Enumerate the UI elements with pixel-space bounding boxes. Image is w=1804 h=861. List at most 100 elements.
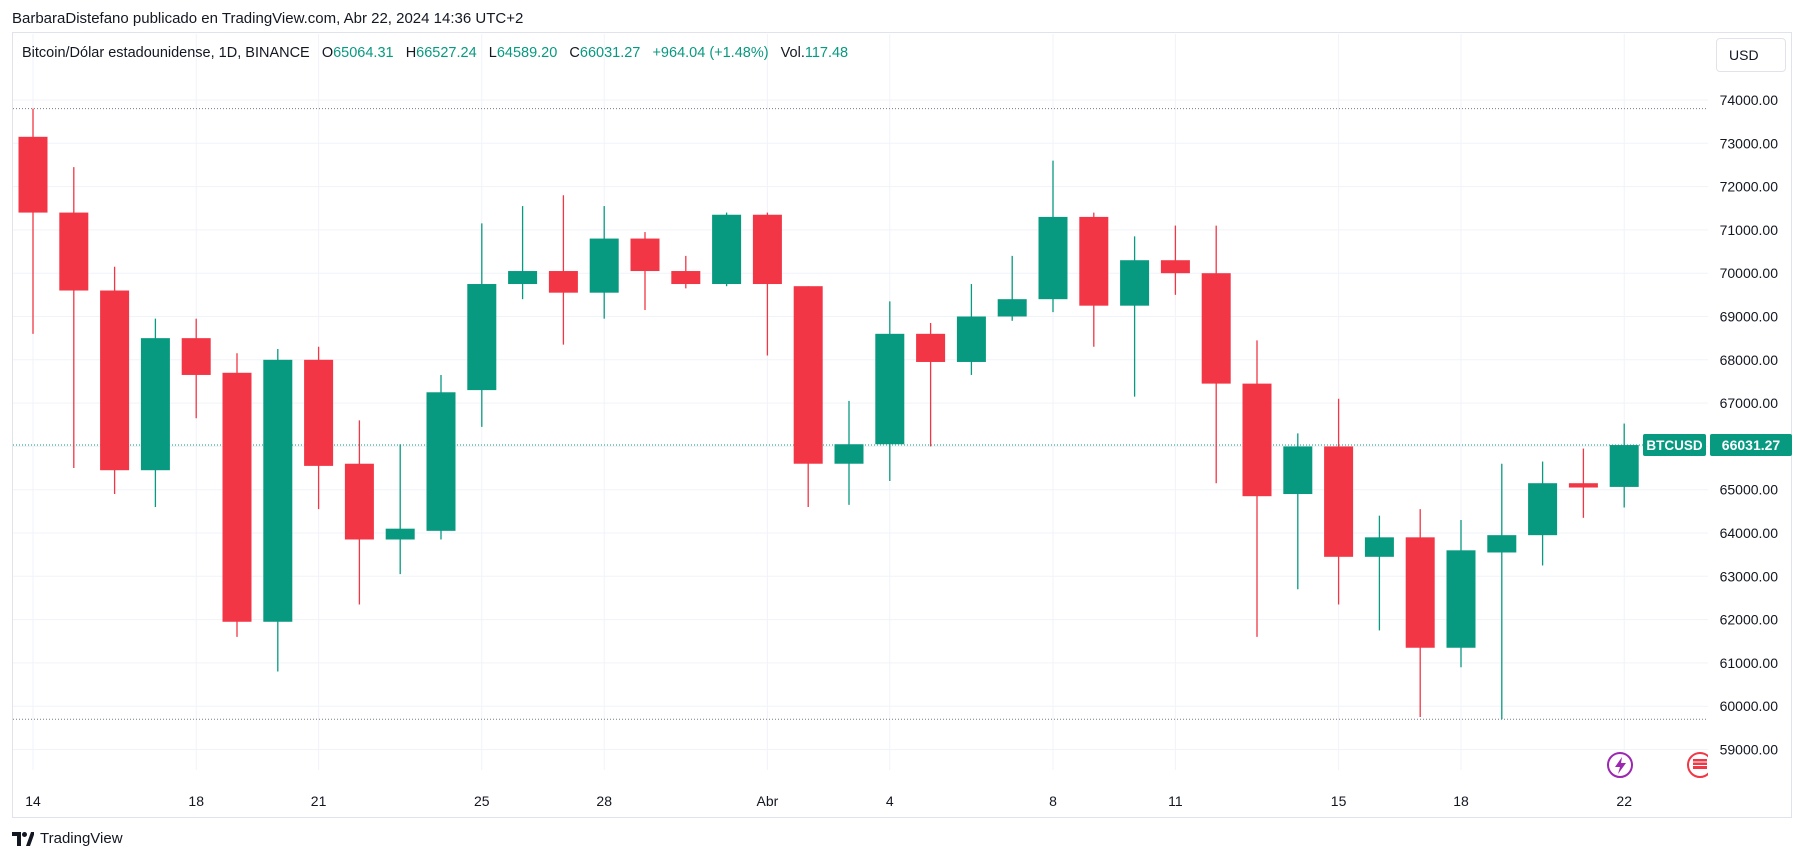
chart-legend: Bitcoin/Dólar estadounidense, 1D, BINANC… [22,45,848,61]
candle-body-down [752,214,782,285]
price-tick-label: 62000.00 [1720,612,1779,628]
currency-button[interactable]: USD [1716,38,1786,72]
price-tick-label: 64000.00 [1720,525,1779,541]
legend-open-label: O [321,45,334,61]
time-axis[interactable]: 14 18 21 25 28 Abr 4 8 11 15 18 22 [25,793,1632,809]
candle-body-up [1038,216,1068,300]
price-tick-label: 59000.00 [1720,742,1779,758]
price-tick-label: 71000.00 [1720,222,1779,238]
candle-body-up [1364,537,1394,557]
time-tick-label: 25 [474,793,490,809]
candle-body-down [1201,273,1231,384]
last-price-tag-bg [1710,434,1792,457]
flag-icon-field [1693,759,1707,769]
symbol-tag-label: BTCUSD [1646,438,1702,453]
candle-body-down [222,372,252,622]
price-tick-label: 60000.00 [1720,698,1779,714]
time-tick-label: 14 [25,793,41,809]
legend-close-value: 66031.27 [579,45,641,61]
candle-body-up [1487,535,1517,553]
legend-open-value: 65064.31 [333,45,394,61]
candle-body-down [18,136,48,213]
flag-icon[interactable] [1687,752,1713,778]
candle-body-up [1446,550,1476,648]
legend-volume-label: Vol. [780,45,805,61]
price-tick-label: 69000.00 [1720,309,1779,325]
time-tick-label: 4 [886,793,894,809]
price-tick-label: 70000.00 [1720,265,1779,281]
candle-body-down [1568,483,1598,488]
candle-body-down [1160,260,1190,274]
time-tick-label: 28 [596,793,612,809]
candle-body-down [100,290,130,471]
candle-body-up [956,316,986,362]
candle-body-up [385,528,415,540]
legend-symbol: Bitcoin/Dólar estadounidense, 1D, BINANC… [22,45,310,61]
reference-lines [13,108,1708,720]
chart-frame[interactable] [12,32,1792,818]
legend-volume-value: 117.48 [804,45,849,61]
time-tick-label: 18 [1453,793,1469,809]
candle-body-down [1242,383,1272,497]
price-tick-label: 73000.00 [1720,135,1779,151]
publish-info: BarbaraDistefano publicado en TradingVie… [12,10,524,27]
candle-body-down [59,212,89,291]
time-tick-label: 22 [1616,793,1632,809]
lightning-icon[interactable] [1607,752,1633,778]
candle-body-up [426,392,456,531]
candle-body-down [304,359,334,466]
price-tick-label: 72000.00 [1720,179,1779,195]
legend-change: +964.04 (+1.48%) [652,45,769,61]
candle-body-up [467,284,497,391]
candle-body-up [1609,445,1639,487]
candle-body-up [589,238,619,293]
tradingview-logo-icon [12,831,34,846]
time-tick-label: 8 [1049,793,1057,809]
legend-high-value: 66527.24 [416,45,477,61]
legend-high-label: H [405,45,417,61]
lightning-icon-bolt [1615,757,1626,774]
candle-body-down [344,463,374,540]
price-tick-label: 61000.00 [1720,655,1779,671]
price-tick-label: 63000.00 [1720,568,1779,584]
tradingview-brand: TradingView [40,830,123,847]
candle-body-down [181,338,211,375]
candle-body-down [793,286,823,464]
candle-body-up [508,271,538,285]
time-tick-label: 21 [311,793,327,809]
chart-icons[interactable] [1607,748,1717,782]
candle-body-up [263,359,293,622]
time-tick-label: 18 [188,793,204,809]
grid-lines [13,34,1708,770]
candle-body-up [834,444,864,464]
candle-body-down [1079,216,1109,306]
candle-body-up [712,214,742,285]
candle-body-down [671,271,701,285]
candle-body-up [997,299,1027,317]
candles [18,108,1639,720]
legend-low-label: L [488,45,497,61]
price-tags: BTCUSD 66031.27 [1643,434,1792,457]
last-price-tag-label: 66031.27 [1722,437,1781,453]
legend-low-value: 64589.20 [496,45,558,61]
candle-body-down [548,271,578,293]
price-tick-label: 74000.00 [1720,92,1779,108]
candle-body-up [1528,483,1558,536]
candle-body-up [875,333,905,445]
time-tick-label: 15 [1331,793,1347,809]
candle-body-up [1120,260,1150,306]
candle-body-up [140,338,170,471]
plot-edge-mask [1708,748,1717,782]
price-tick-label: 67000.00 [1720,395,1779,411]
legend-close-label: C [569,45,580,61]
symbol-tag-bg [1643,434,1706,457]
candle-body-up [1283,446,1313,495]
time-tick-label: 11 [1168,793,1183,809]
candle-body-down [1324,446,1354,557]
candle-body-down [630,238,660,272]
tradingview-footer[interactable]: TradingView [12,830,123,847]
price-axis[interactable]: 74000.00 73000.00 72000.00 71000.00 70000.00… [1720,92,1779,758]
price-tick-label: 68000.00 [1720,352,1779,368]
price-tick-label: 65000.00 [1720,482,1779,498]
